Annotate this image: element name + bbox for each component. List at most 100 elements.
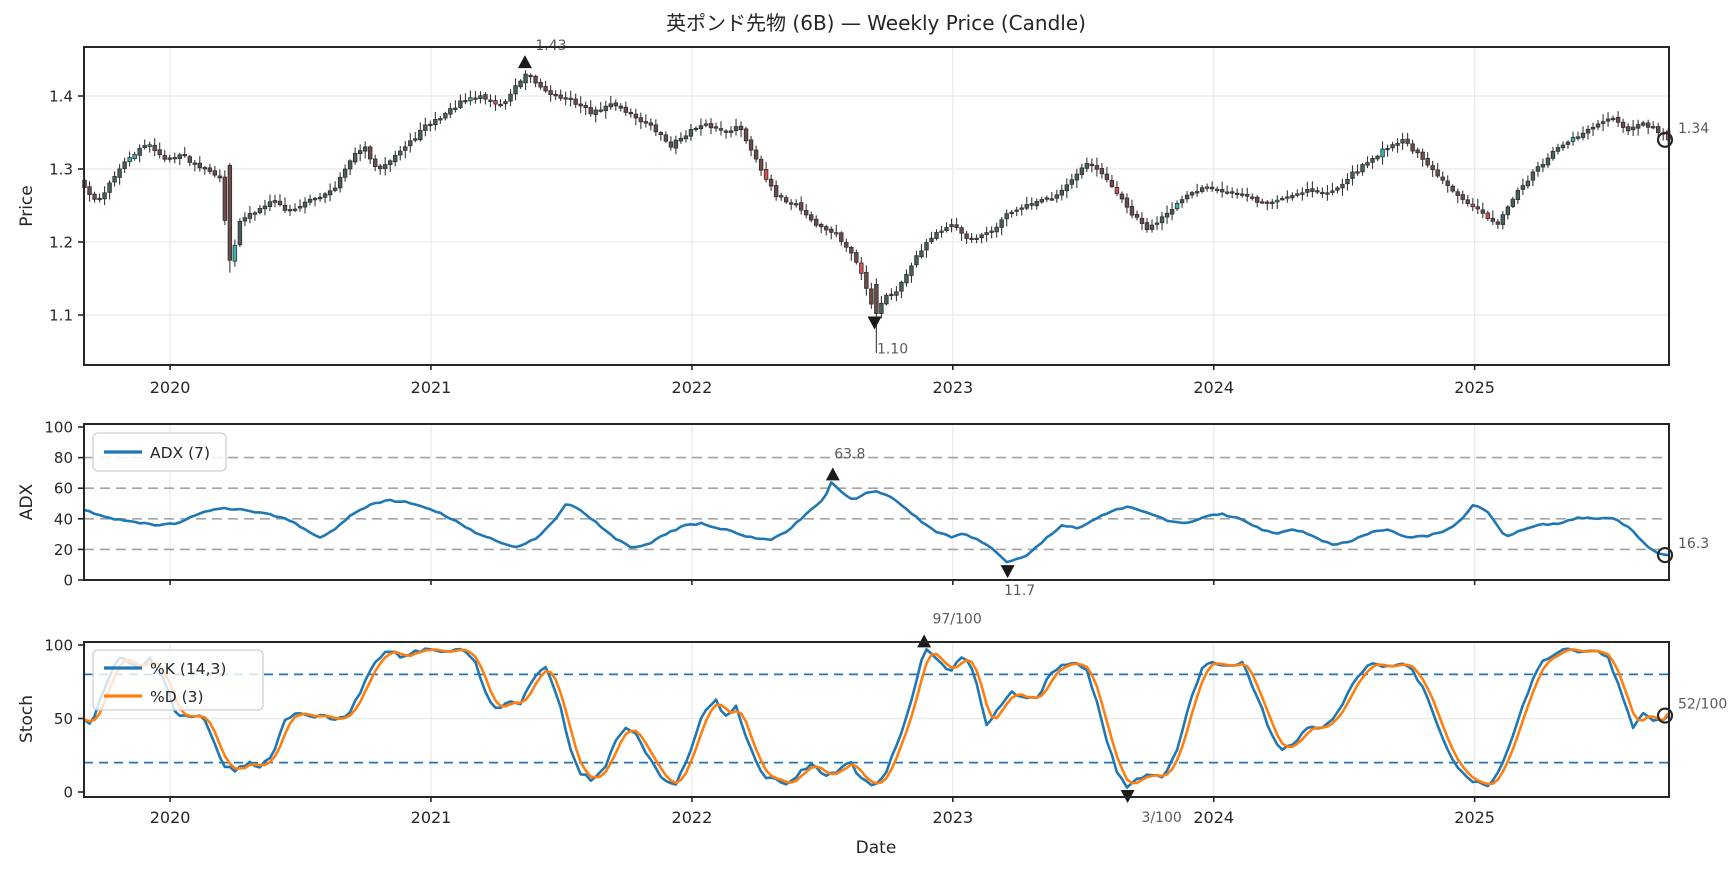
candle-body — [763, 169, 769, 180]
candle-body — [543, 86, 548, 92]
candle-body — [1350, 171, 1355, 179]
candle-body — [1595, 123, 1601, 128]
candle-body — [743, 128, 749, 142]
last-value-marker-circle — [1656, 131, 1674, 148]
candle-body — [1625, 126, 1631, 132]
candle-body — [342, 168, 348, 178]
y-tick-label: 60 — [54, 480, 73, 498]
year-tick-labels: 2020 2021 2022 2023 2024 2025 — [150, 808, 1495, 827]
candle-body — [1455, 191, 1460, 196]
candle-body — [127, 157, 132, 163]
candle-body — [1385, 147, 1390, 151]
candle-body — [1009, 211, 1014, 215]
candle-body — [623, 106, 628, 113]
candle-body — [1515, 189, 1521, 201]
candle-body — [1355, 171, 1360, 174]
candle-body — [939, 230, 944, 233]
candle-body — [1159, 216, 1165, 224]
candle-body — [1345, 179, 1350, 185]
candle-body — [839, 232, 844, 242]
candle-body — [87, 186, 92, 195]
candle-body — [703, 123, 709, 126]
year-tick-label: 2025 — [1454, 808, 1495, 827]
candle-body — [277, 200, 283, 205]
candle-body — [798, 202, 804, 211]
candle-body — [894, 291, 899, 296]
candle-body — [1360, 164, 1365, 173]
candle-body — [1330, 190, 1335, 193]
candle-body — [1069, 179, 1075, 185]
year-tick-label: 2020 — [150, 378, 191, 397]
candle-body — [1235, 192, 1240, 196]
candle-body — [1560, 144, 1566, 149]
candle-body — [1089, 163, 1095, 167]
candle-body — [909, 265, 914, 276]
stoch-axis-label: Stoch — [17, 695, 37, 743]
candle-body — [1620, 121, 1626, 128]
candle-body — [889, 293, 894, 297]
candle-body — [1650, 126, 1656, 129]
candle-body — [1295, 193, 1300, 196]
candle-body — [1229, 191, 1235, 194]
candle-body — [1465, 199, 1470, 205]
candle-body — [383, 164, 388, 169]
candle-body — [1450, 185, 1455, 192]
candle-body — [1169, 209, 1175, 215]
candle-body — [538, 81, 543, 88]
candle-body — [1300, 192, 1305, 195]
candle-body — [1149, 224, 1155, 230]
candle-body — [428, 123, 433, 127]
candle-body — [1470, 203, 1475, 208]
candle-body — [713, 126, 719, 129]
candle-body — [849, 247, 854, 254]
candle-body — [227, 164, 233, 261]
trough-annotation-label: 11.7 — [1004, 583, 1035, 599]
candle-body — [598, 109, 603, 112]
candle-body — [668, 141, 674, 148]
candle-body — [1530, 171, 1536, 181]
candle-body — [332, 187, 338, 191]
peak-marker-triangle-up — [517, 55, 532, 69]
candle-body — [778, 195, 784, 198]
candle-body — [292, 208, 298, 211]
candle-body — [408, 140, 413, 147]
candle-body — [478, 95, 483, 99]
candle-body — [102, 192, 107, 200]
candle-body — [1224, 191, 1230, 194]
candle-body — [869, 288, 874, 305]
candle-body — [1395, 143, 1400, 146]
candle-body — [653, 124, 659, 133]
candle-body — [533, 75, 538, 84]
candle-body — [1325, 192, 1330, 195]
candle-body — [854, 252, 859, 263]
chart-panels: 1.431.101.3463.811.716.397/1003/10052/10… — [44, 38, 1727, 827]
candle-body — [1435, 169, 1440, 177]
candle-body — [648, 122, 654, 126]
price-border — [83, 46, 1670, 366]
candle-body — [1575, 136, 1581, 139]
candle-body — [1114, 186, 1120, 194]
candle-body — [1440, 176, 1445, 181]
candle-body — [162, 155, 167, 160]
candle-body — [753, 149, 759, 160]
candle-body — [267, 201, 273, 207]
candle-body — [152, 144, 157, 152]
last-value-label: 1.34 — [1678, 121, 1709, 137]
candle-body — [1610, 117, 1616, 121]
candle-body — [553, 94, 558, 97]
candle-body — [824, 226, 829, 231]
candle-body — [468, 97, 473, 102]
candle-body — [1605, 118, 1611, 122]
candle-body — [1204, 186, 1210, 189]
candle-body — [1275, 199, 1280, 203]
price-annotations: 1.431.101.34 — [517, 38, 1709, 358]
trough-marker-triangle-down — [867, 316, 882, 330]
candle-body — [458, 100, 463, 108]
candle-body — [834, 232, 839, 235]
candle-body — [483, 94, 488, 100]
stoch-annotations: 97/100 3/100 52/100 — [917, 611, 1727, 826]
candle-body — [954, 224, 959, 228]
stoch-k-legend-label: %K (14,3) — [150, 660, 226, 678]
candle-body — [357, 150, 363, 155]
candle-body — [1480, 209, 1485, 214]
